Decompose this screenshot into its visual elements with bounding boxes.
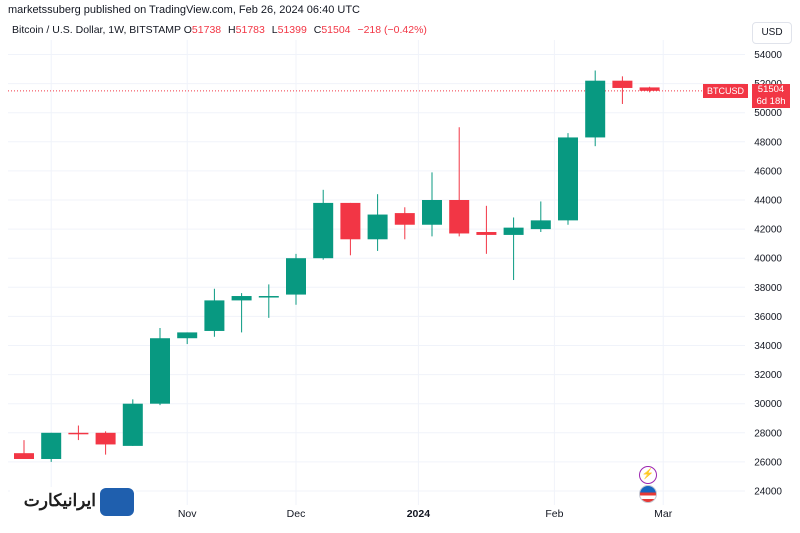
legend-high-value: 51783	[235, 24, 265, 36]
legend-low-value: 51399	[277, 24, 307, 36]
y-tick-label: 40000	[754, 254, 782, 265]
candle-body	[122, 403, 143, 446]
legend-low-label: L	[271, 24, 278, 36]
y-tick-label: 30000	[754, 399, 782, 410]
legend-high-label: H	[228, 24, 236, 36]
x-tick-label: Feb	[545, 508, 563, 520]
y-tick-label: 32000	[754, 370, 782, 381]
candle	[612, 76, 633, 104]
candle	[150, 328, 170, 406]
legend-symbol: Bitcoin / U.S. Dollar, 1W, BITSTAMP	[12, 24, 181, 36]
watermark-logo: ایرانیکارت	[10, 487, 136, 517]
candle-body	[558, 137, 578, 221]
y-tick-label: 46000	[754, 166, 782, 177]
y-axis: 24000 26000 28000 30000 32000 34000 36000 38000…	[754, 50, 782, 498]
candle-body	[612, 80, 633, 88]
candles-layer	[14, 70, 660, 462]
candle	[122, 399, 143, 446]
candle-body	[340, 202, 361, 240]
candle-body	[367, 214, 388, 240]
candle	[14, 440, 34, 459]
ticker-label: BTCUSD	[703, 84, 748, 98]
y-tick-label: 36000	[754, 312, 782, 323]
candle-body	[476, 232, 497, 235]
x-tick-label: Nov	[178, 508, 197, 520]
candle-body	[503, 227, 524, 235]
last-price-label: 51504 6d 18h	[752, 84, 790, 108]
candle-body	[231, 296, 252, 301]
candle	[503, 217, 524, 281]
candle	[422, 172, 442, 237]
candle-body	[286, 258, 306, 295]
legend-open-value: 51738	[191, 24, 222, 36]
candle	[258, 284, 279, 318]
legend-close-label: C	[313, 24, 322, 36]
x-axis: OctNovDec2024FebMar	[43, 508, 673, 520]
y-tick-label: 50000	[754, 108, 782, 119]
legend-close-value: 51504	[321, 24, 351, 36]
candle	[95, 431, 116, 455]
candle-body	[14, 453, 34, 459]
candle	[286, 253, 306, 305]
y-tick-label: 42000	[754, 225, 782, 236]
y-tick-label: 34000	[754, 341, 782, 352]
candle	[313, 189, 334, 260]
publisher-line: marketssuberg published on TradingView.c…	[8, 4, 360, 16]
x-tick-label: Mar	[654, 508, 673, 520]
watermark-text: ایرانیکارت	[23, 491, 96, 510]
bar-countdown: 6d 18h	[756, 96, 786, 107]
legend-open-label: O	[183, 24, 192, 36]
candle	[367, 194, 388, 251]
candle	[41, 432, 62, 462]
candle	[340, 202, 361, 256]
x-tick-label: 2024	[407, 508, 431, 520]
candle-body	[585, 80, 606, 138]
us-flag-icon[interactable]	[639, 485, 657, 503]
candle-body	[530, 220, 551, 230]
y-tick-label: 38000	[754, 283, 782, 294]
candle-body	[258, 296, 279, 298]
candle-body	[41, 432, 62, 459]
candle	[449, 127, 470, 237]
candle-body	[150, 338, 170, 404]
y-tick-label: 48000	[754, 137, 782, 148]
candle-body	[449, 200, 470, 234]
y-tick-label: 28000	[754, 428, 782, 439]
y-tick-label: 26000	[754, 457, 782, 468]
candle-body	[313, 202, 334, 259]
lightning-icon[interactable]: ⚡	[639, 466, 657, 484]
x-tick-label: Dec	[287, 508, 306, 520]
candle-body	[422, 200, 442, 225]
candle	[530, 201, 551, 233]
candle-body	[394, 213, 415, 225]
candle-body	[68, 432, 89, 435]
candle	[558, 133, 578, 225]
currency-selector[interactable]: USD	[752, 22, 792, 44]
candle	[585, 70, 606, 147]
candle-body	[204, 300, 225, 331]
last-price-value: 51504	[757, 84, 785, 95]
candle-body	[639, 87, 660, 91]
candle-body	[95, 432, 116, 445]
candle	[177, 332, 198, 345]
candle	[231, 293, 252, 333]
candle	[394, 207, 415, 240]
candle	[68, 425, 89, 441]
chart-legend: Bitcoin / U.S. Dollar, 1W, BITSTAMP O517…	[12, 24, 427, 36]
y-tick-label: 24000	[754, 487, 782, 498]
candle-body	[177, 332, 198, 339]
y-tick-label: 44000	[754, 196, 782, 207]
candle	[476, 205, 497, 254]
y-tick-label: 54000	[754, 50, 782, 61]
legend-change: −218 (−0.42%)	[357, 24, 427, 36]
watermark-card-icon	[100, 488, 134, 516]
grid-layer	[8, 40, 748, 505]
candle	[639, 86, 660, 93]
candle	[204, 288, 225, 337]
